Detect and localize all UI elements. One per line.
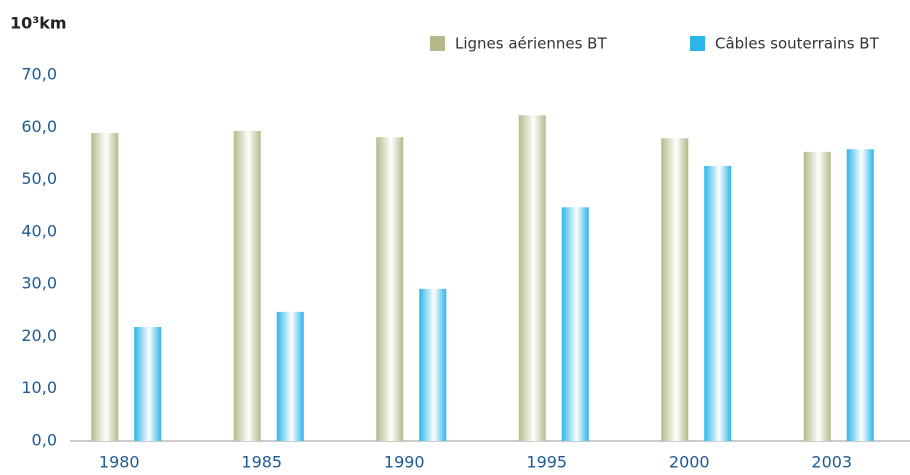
legend-label: Lignes aériennes BT <box>455 35 607 53</box>
legend-label: Câbles souterrains BT <box>715 35 880 53</box>
x-tick-label: 1985 <box>241 453 282 472</box>
bar <box>803 151 831 442</box>
bar <box>233 130 261 441</box>
bar <box>518 115 546 441</box>
y-tick-label: 10,0 <box>21 378 57 397</box>
legend-swatch <box>690 36 705 51</box>
x-tick-label: 2000 <box>669 453 710 472</box>
bar <box>91 133 119 441</box>
bar <box>276 311 304 441</box>
y-tick-label: 50,0 <box>21 169 57 188</box>
y-tick-label: 30,0 <box>21 274 57 293</box>
bar <box>134 327 162 441</box>
bar <box>846 149 874 441</box>
y-axis-label: 10³km <box>10 14 67 33</box>
y-tick-label: 0,0 <box>32 431 57 450</box>
bar <box>419 288 447 441</box>
bar <box>561 207 589 441</box>
legend-swatch <box>430 36 445 51</box>
x-tick-label: 2003 <box>811 453 852 472</box>
x-tick-label: 1980 <box>99 453 140 472</box>
x-tick-label: 1990 <box>384 453 425 472</box>
bar <box>704 165 732 441</box>
x-tick-label: 1995 <box>526 453 567 472</box>
bar <box>376 137 404 441</box>
y-tick-label: 40,0 <box>21 221 57 240</box>
y-tick-label: 70,0 <box>21 65 57 84</box>
bar <box>661 138 689 441</box>
y-tick-label: 60,0 <box>21 117 57 136</box>
y-tick-label: 20,0 <box>21 326 57 345</box>
